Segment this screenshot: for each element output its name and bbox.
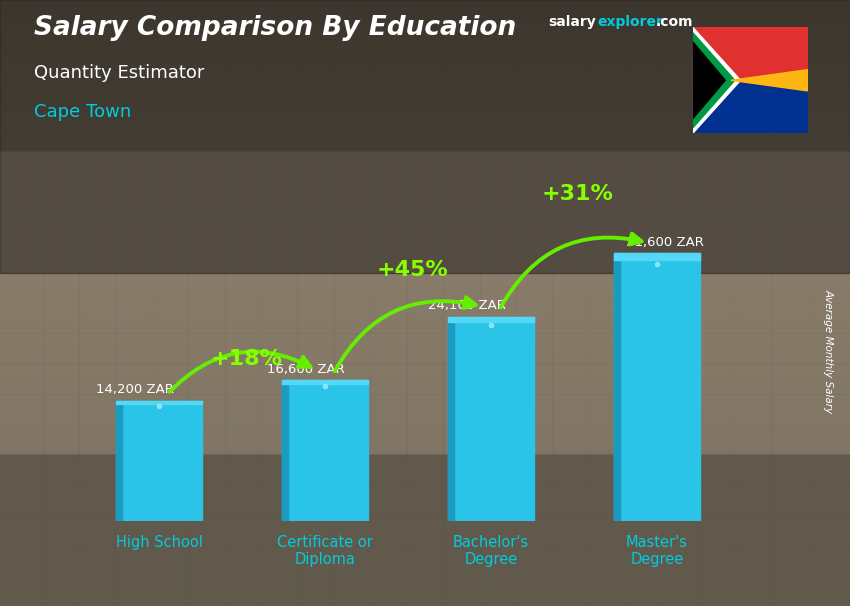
- Text: Average Monthly Salary: Average Monthly Salary: [824, 290, 834, 413]
- Polygon shape: [731, 70, 808, 91]
- Bar: [693, 80, 808, 133]
- Bar: [614, 253, 620, 521]
- Text: .com: .com: [655, 15, 693, 29]
- Bar: [282, 381, 368, 521]
- Bar: [116, 401, 202, 404]
- Polygon shape: [693, 27, 734, 133]
- Text: +45%: +45%: [377, 260, 448, 280]
- Polygon shape: [693, 42, 725, 119]
- Text: 31,600 ZAR: 31,600 ZAR: [626, 236, 704, 249]
- Bar: [116, 401, 122, 521]
- Text: 14,200 ZAR: 14,200 ZAR: [96, 384, 174, 396]
- Bar: [448, 317, 534, 521]
- Text: 24,100 ZAR: 24,100 ZAR: [428, 299, 506, 313]
- Bar: [693, 27, 808, 80]
- Bar: [614, 253, 700, 260]
- Text: salary: salary: [548, 15, 596, 29]
- Text: +18%: +18%: [210, 349, 282, 369]
- Bar: [0, 0, 850, 273]
- Bar: [448, 317, 454, 521]
- Bar: [448, 317, 534, 322]
- Bar: [282, 381, 368, 384]
- Polygon shape: [693, 27, 740, 133]
- Bar: [116, 401, 202, 521]
- Text: explorer: explorer: [598, 15, 663, 29]
- Text: 16,600 ZAR: 16,600 ZAR: [267, 363, 345, 376]
- Text: +31%: +31%: [542, 184, 614, 204]
- Text: Salary Comparison By Education: Salary Comparison By Education: [34, 15, 516, 41]
- Text: Cape Town: Cape Town: [34, 103, 131, 121]
- Bar: [282, 381, 288, 521]
- Polygon shape: [693, 33, 734, 128]
- Bar: [614, 253, 700, 521]
- Text: Quantity Estimator: Quantity Estimator: [34, 64, 204, 82]
